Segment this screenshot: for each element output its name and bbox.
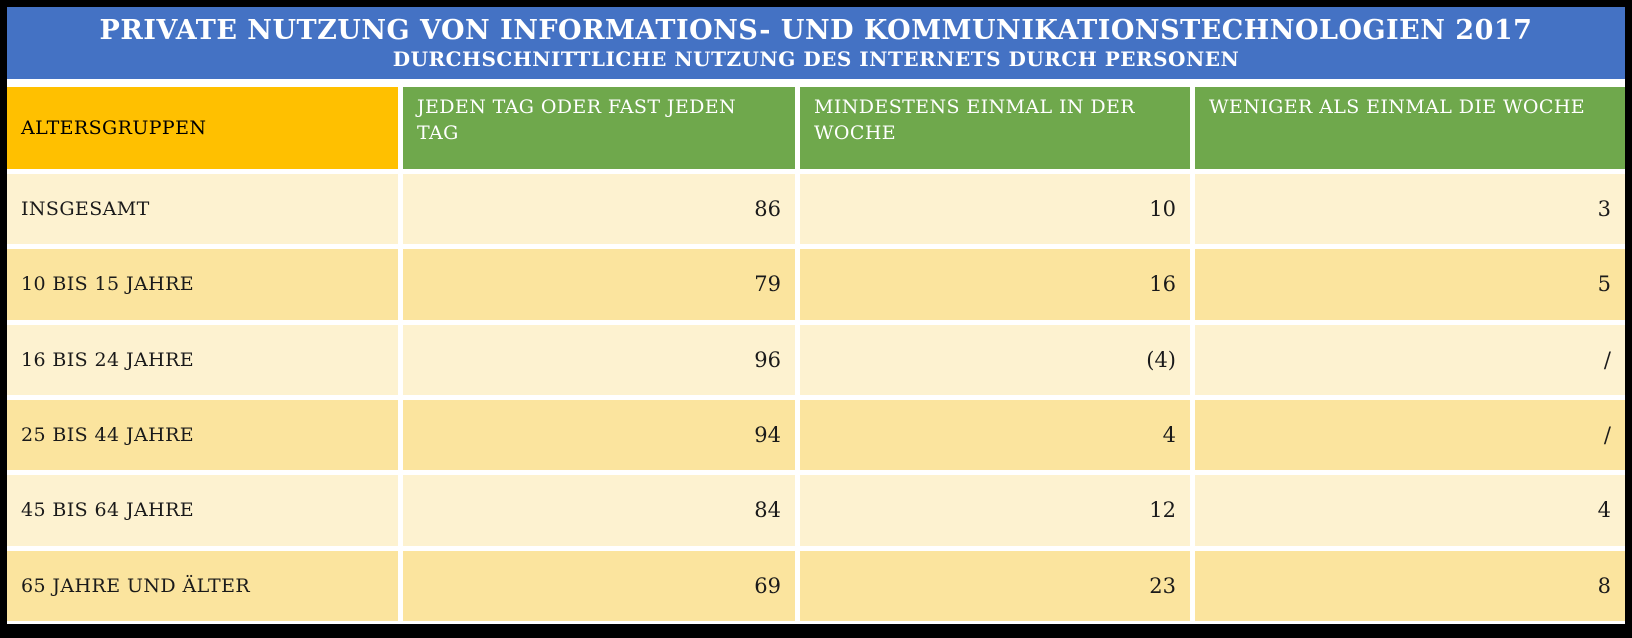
value-cell: 4 — [1195, 475, 1625, 546]
value-cell: 84 — [403, 475, 795, 546]
value-cell: 86 — [403, 174, 795, 245]
value-cell: 5 — [1195, 249, 1625, 320]
column-header-weniger-als-einmal: WENIGER ALS EINMAL DIE WOCHE — [1195, 87, 1625, 169]
value-cell: 96 — [403, 324, 795, 395]
value-cell: 79 — [403, 249, 795, 320]
value-cell: 69 — [403, 550, 795, 621]
title-table-divider — [7, 79, 1625, 87]
row-label: 25 BIS 44 JAHRE — [7, 400, 398, 471]
data-table: ALTERSGRUPPEN JEDEN TAG ODER FAST JEDEN … — [7, 87, 1625, 624]
title-bar: PRIVATE NUTZUNG VON INFORMATIONS- UND KO… — [7, 7, 1625, 79]
value-cell: (4) — [800, 324, 1190, 395]
value-cell: 10 — [800, 174, 1190, 245]
value-cell: 23 — [800, 550, 1190, 621]
column-header-jeden-tag: JEDEN TAG ODER FAST JEDEN TAG — [403, 87, 795, 169]
value-cell: 16 — [800, 249, 1190, 320]
value-cell: 94 — [403, 400, 795, 471]
row-label: 16 BIS 24 JAHRE — [7, 324, 398, 395]
page-subtitle: DURCHSCHNITTLICHE NUTZUNG DES INTERNETS … — [392, 46, 1240, 71]
column-header-altersgruppen: ALTERSGRUPPEN — [7, 87, 398, 169]
value-cell: / — [1195, 324, 1625, 395]
value-cell: 4 — [800, 400, 1190, 471]
value-cell: 12 — [800, 475, 1190, 546]
content-area: PRIVATE NUTZUNG VON INFORMATIONS- UND KO… — [7, 7, 1625, 624]
row-label: 65 JAHRE UND ÄLTER — [7, 550, 398, 621]
value-cell: 8 — [1195, 550, 1625, 621]
row-label: INSGESAMT — [7, 174, 398, 245]
page-title: PRIVATE NUTZUNG VON INFORMATIONS- UND KO… — [99, 15, 1533, 47]
column-header-mindestens-einmal: MINDESTENS EINMAL IN DER WOCHE — [800, 87, 1190, 169]
row-label: 10 BIS 15 JAHRE — [7, 249, 398, 320]
row-label: 45 BIS 64 JAHRE — [7, 475, 398, 546]
value-cell: / — [1195, 400, 1625, 471]
value-cell: 3 — [1195, 174, 1625, 245]
